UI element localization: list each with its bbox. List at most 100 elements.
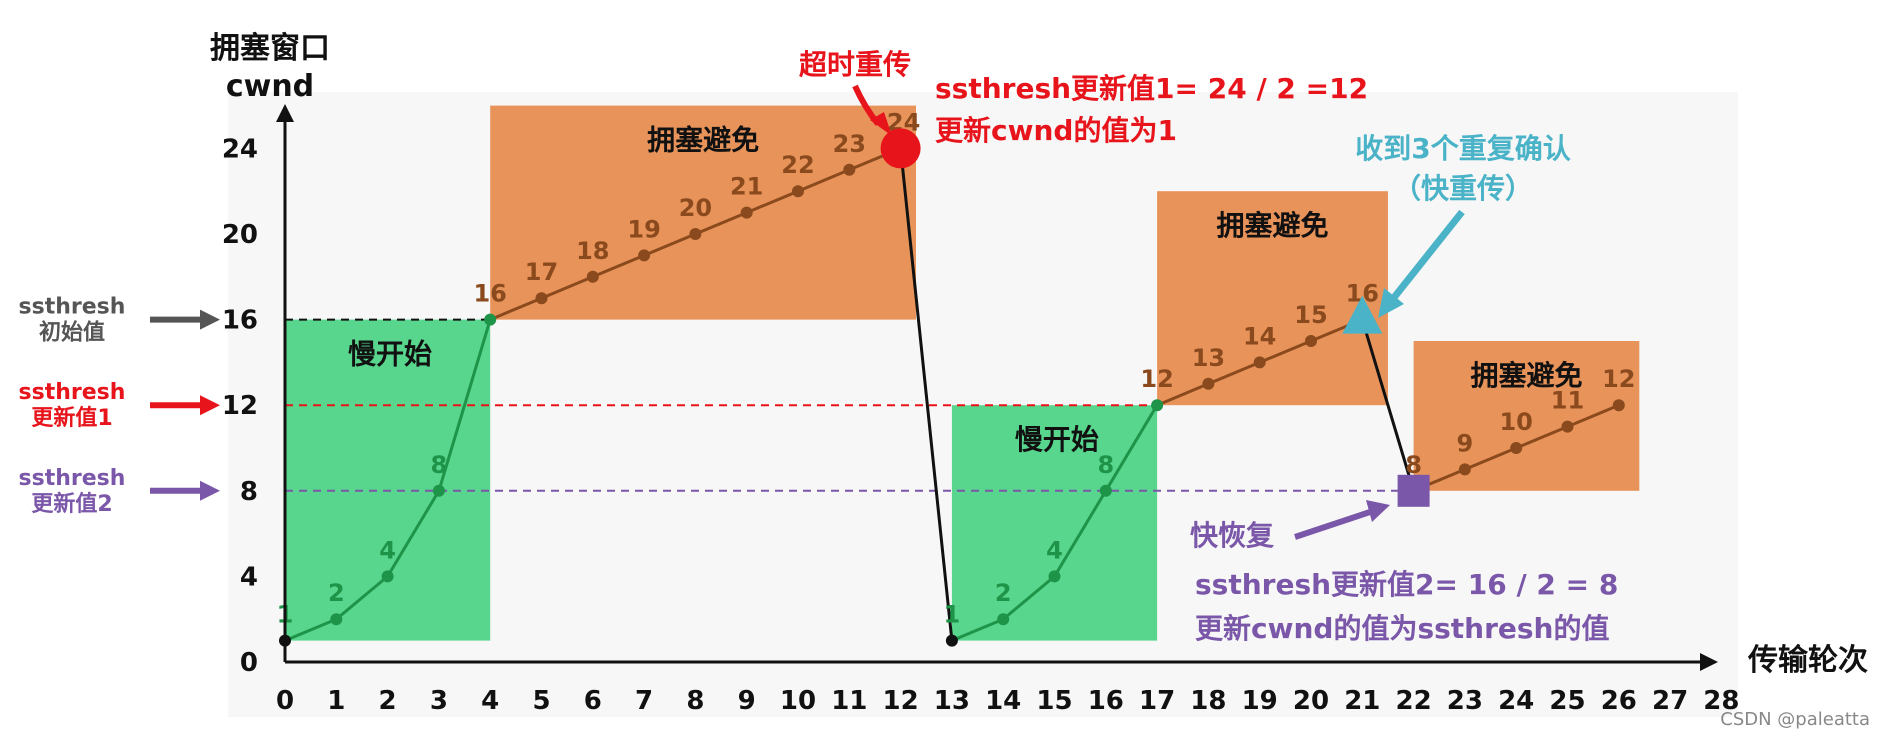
point-20 bbox=[1305, 335, 1317, 347]
point-label-3: 8 bbox=[431, 451, 448, 479]
point-label-4: 16 bbox=[473, 280, 506, 308]
region-label-2: 慢开始 bbox=[1015, 423, 1099, 456]
y-axis-arrowhead bbox=[276, 104, 294, 122]
point-26 bbox=[1612, 399, 1625, 412]
x-tick-26: 26 bbox=[1601, 686, 1637, 716]
region-4 bbox=[1413, 341, 1640, 491]
point-label-26: 12 bbox=[1602, 365, 1635, 393]
triple-ack-line1: 收到3个重复确认 bbox=[1355, 132, 1570, 165]
timeout-arrowhead bbox=[870, 112, 892, 136]
point-label-11: 23 bbox=[833, 130, 866, 158]
x-tick-5: 5 bbox=[532, 686, 550, 716]
y-axis-title-line2: cwnd bbox=[226, 69, 314, 104]
x-tick-2: 2 bbox=[379, 686, 397, 716]
y-axis-title-line1: 拥塞窗口 bbox=[210, 31, 330, 66]
x-tick-1: 1 bbox=[327, 686, 345, 716]
y-tick-8: 8 bbox=[240, 477, 258, 507]
x-tick-12: 12 bbox=[883, 686, 919, 716]
point-18 bbox=[1202, 377, 1215, 390]
y-tick-12: 12 bbox=[222, 391, 258, 421]
threshold-arrowhead-0 bbox=[200, 309, 220, 330]
point-25 bbox=[1561, 420, 1574, 433]
point-label-2: 4 bbox=[379, 536, 396, 564]
series-segment-2 bbox=[899, 148, 954, 641]
y-tick-24: 24 bbox=[222, 134, 258, 164]
timeout-line1: ssthresh更新值1= 24 / 2 =12 bbox=[935, 72, 1368, 105]
y-tick-4: 4 bbox=[240, 562, 258, 592]
point-label-25: 11 bbox=[1551, 387, 1584, 415]
threshold-label-2-line1: ssthresh bbox=[19, 466, 126, 491]
y-tick-0: 0 bbox=[240, 648, 258, 678]
timeout-title: 超时重传 bbox=[799, 48, 911, 81]
x-tick-18: 18 bbox=[1190, 686, 1226, 716]
x-tick-13: 13 bbox=[934, 686, 970, 716]
point-label-23: 9 bbox=[1457, 429, 1474, 457]
point-10 bbox=[792, 185, 804, 198]
x-tick-20: 20 bbox=[1293, 686, 1329, 716]
point-label-9: 21 bbox=[730, 173, 763, 201]
point-7 bbox=[638, 249, 651, 262]
watermark: CSDN @paleatta bbox=[1720, 709, 1870, 730]
x-tick-21: 21 bbox=[1344, 686, 1380, 716]
point-label-18: 13 bbox=[1192, 344, 1225, 372]
point-5 bbox=[535, 292, 548, 305]
point-label-14: 2 bbox=[995, 579, 1012, 607]
point-2 bbox=[381, 570, 394, 583]
y-tick-20: 20 bbox=[222, 220, 258, 250]
point-label-6: 18 bbox=[576, 237, 609, 265]
x-tick-22: 22 bbox=[1396, 686, 1432, 716]
point-label-8: 20 bbox=[679, 194, 712, 222]
point-label-10: 22 bbox=[781, 151, 814, 179]
threshold-label-0-line2: 初始值 bbox=[39, 320, 105, 346]
x-tick-19: 19 bbox=[1242, 686, 1278, 716]
x-tick-3: 3 bbox=[430, 686, 448, 716]
point-label-5: 17 bbox=[525, 258, 558, 286]
point-16 bbox=[1099, 484, 1112, 497]
region-label-3: 拥塞避免 bbox=[1217, 209, 1329, 242]
marker-fast-recovery bbox=[1397, 474, 1430, 507]
x-tick-23: 23 bbox=[1447, 686, 1483, 716]
x-axis-title: 传输轮次 bbox=[1747, 643, 1868, 678]
x-tick-4: 4 bbox=[481, 686, 499, 716]
point-6 bbox=[586, 270, 599, 283]
region-2 bbox=[951, 405, 1158, 641]
timeout-line2: 更新cwnd的值为1 bbox=[935, 114, 1177, 147]
threshold-label-2-line2: 更新值2 bbox=[31, 491, 112, 517]
point-15 bbox=[1048, 570, 1061, 583]
fast-recovery-line1: ssthresh更新值2= 16 / 2 = 8 bbox=[1195, 568, 1618, 601]
point-23 bbox=[1458, 463, 1471, 476]
x-tick-7: 7 bbox=[635, 686, 653, 716]
point-label-1: 2 bbox=[328, 579, 345, 607]
point-label-20: 15 bbox=[1294, 301, 1327, 329]
point-13 bbox=[945, 634, 958, 647]
x-tick-15: 15 bbox=[1036, 686, 1072, 716]
threshold-label-1-line1: ssthresh bbox=[19, 380, 126, 405]
fast-recovery-arrowhead bbox=[1366, 500, 1390, 522]
fast-recovery-arrow bbox=[1294, 509, 1371, 540]
region-label-1: 拥塞避免 bbox=[647, 124, 759, 157]
region-label-0: 慢开始 bbox=[348, 338, 432, 371]
region-0 bbox=[285, 319, 491, 641]
point-3 bbox=[432, 484, 445, 497]
x-tick-17: 17 bbox=[1139, 686, 1175, 716]
point-label-15: 4 bbox=[1046, 536, 1063, 564]
point-24 bbox=[1510, 442, 1523, 454]
point-1 bbox=[330, 613, 343, 626]
threshold-arrowhead-1 bbox=[200, 395, 220, 416]
point-label-13: 1 bbox=[944, 601, 961, 629]
x-tick-8: 8 bbox=[686, 686, 704, 716]
x-tick-25: 25 bbox=[1549, 686, 1585, 716]
x-tick-9: 9 bbox=[738, 686, 756, 716]
point-4 bbox=[484, 313, 497, 326]
threshold-label-0-line1: ssthresh bbox=[19, 295, 126, 320]
x-tick-24: 24 bbox=[1498, 686, 1534, 716]
marker-triple-ack bbox=[1342, 295, 1383, 334]
point-label-19: 14 bbox=[1243, 322, 1276, 350]
point-label-22: 8 bbox=[1405, 451, 1422, 479]
marker-timeout bbox=[880, 128, 921, 169]
threshold-label-1-line2: 更新值1 bbox=[31, 405, 112, 431]
fast-recovery-title: 快恢复 bbox=[1190, 519, 1274, 552]
point-11 bbox=[843, 163, 856, 176]
point-17 bbox=[1151, 399, 1164, 412]
